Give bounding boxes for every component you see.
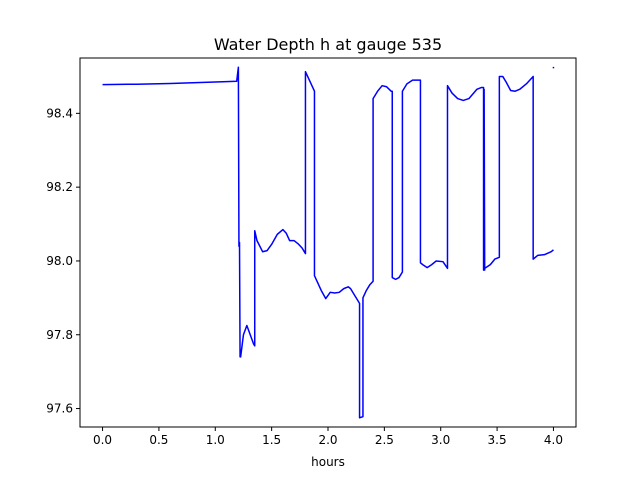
y-tick-label: 98.2 (46, 180, 73, 194)
x-tick-label: 2.0 (318, 433, 337, 447)
x-axis-label: hours (311, 455, 345, 469)
y-tick-label: 97.8 (46, 328, 73, 342)
y-tick-label: 97.6 (46, 402, 73, 416)
x-tick-label: 3.0 (431, 433, 450, 447)
x-tick-label: 4.0 (544, 433, 563, 447)
y-tick-label: 98.4 (46, 106, 73, 120)
x-tick-label: 0.5 (149, 433, 168, 447)
x-tick-label: 0.0 (93, 433, 112, 447)
x-tick-label: 1.0 (206, 433, 225, 447)
y-tick-label: 98.0 (46, 254, 73, 268)
series-layer (102, 66, 555, 419)
x-tick-label: 1.5 (262, 433, 281, 447)
x-tick-label: 3.5 (488, 433, 507, 447)
chart-title: Water Depth h at gauge 535 (214, 35, 442, 54)
y-axis: 97.6 97.8 98.0 98.2 98.4 (46, 106, 80, 416)
series-line-0 (102, 66, 554, 419)
x-tick-label: 2.5 (375, 433, 394, 447)
x-axis: 0.0 0.5 1.0 1.5 2.0 2.5 3.0 3.5 4.0 (93, 427, 563, 447)
